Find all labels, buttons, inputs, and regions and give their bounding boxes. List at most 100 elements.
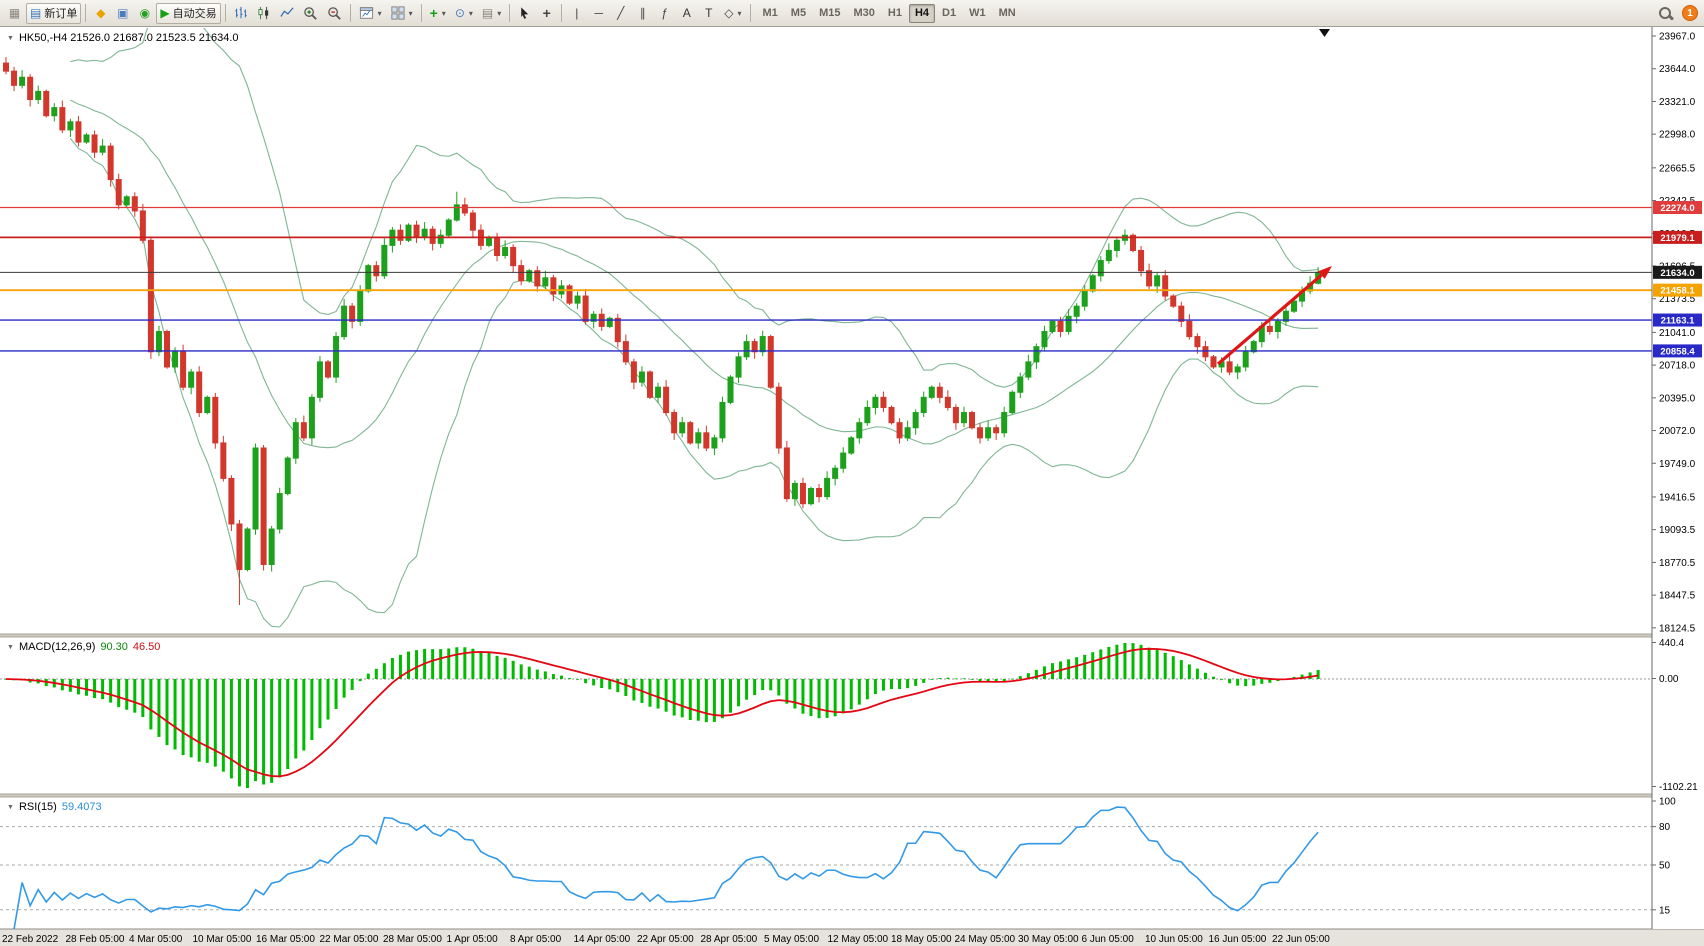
channel-button[interactable]: ∥ bbox=[632, 3, 653, 24]
price-badge bbox=[1653, 344, 1702, 358]
terminal-icon[interactable]: ▣ bbox=[112, 3, 133, 24]
timeframe-h4-button[interactable]: H4 bbox=[908, 3, 935, 23]
autotrading-button[interactable]: ▶ 自动交易 bbox=[156, 2, 221, 24]
mql-community-icon-icon: ◆ bbox=[96, 6, 106, 20]
macd-main-value: 90.30 bbox=[100, 641, 128, 653]
fibonacci-button[interactable]: ƒ bbox=[654, 3, 675, 24]
collapse-icon[interactable]: ▼ bbox=[7, 643, 14, 651]
notifications-badge[interactable]: 1 bbox=[1682, 5, 1698, 21]
time-axis-label: 10 Jun 05:00 bbox=[1145, 934, 1203, 945]
timeframe-m5-button[interactable]: M5 bbox=[790, 7, 807, 19]
timeframe-m1-button[interactable]: M1 bbox=[762, 7, 778, 19]
crosshair-icon: + bbox=[542, 5, 551, 21]
macd-signal-value: 46.50 bbox=[132, 641, 161, 653]
time-axis-label: 28 Feb 05:00 bbox=[66, 934, 125, 945]
search-icon[interactable] bbox=[1658, 6, 1673, 21]
trendline-button[interactable]: ╱ bbox=[610, 3, 631, 24]
svg-text:20072.0: 20072.0 bbox=[1659, 426, 1696, 437]
bollinger-upper bbox=[70, 28, 1319, 388]
new-chart-button[interactable]: ▾ bbox=[355, 3, 386, 24]
zoom-out-icon bbox=[327, 6, 342, 21]
svg-text:18124.5: 18124.5 bbox=[1659, 623, 1696, 634]
shapes-button[interactable]: ◇ ▾ bbox=[720, 3, 745, 24]
scripts-icon[interactable]: ◉ bbox=[134, 3, 155, 24]
svg-text:20718.0: 20718.0 bbox=[1659, 361, 1696, 372]
dropdown-arrow-icon: ▾ bbox=[737, 8, 742, 18]
line-chart-icon bbox=[279, 6, 294, 20]
timeframe-m30-button[interactable]: M30 bbox=[853, 7, 875, 19]
toolbar-separator bbox=[224, 4, 226, 22]
bar-chart-icon bbox=[234, 6, 248, 20]
collapse-icon[interactable]: ▼ bbox=[7, 803, 14, 811]
timeframe-d1-button[interactable]: D1 bbox=[942, 7, 957, 19]
label-button[interactable]: T bbox=[698, 3, 719, 24]
line-chart-button[interactable] bbox=[276, 3, 298, 24]
indicators-button[interactable]: + ▾ bbox=[426, 3, 450, 24]
autotrading-icon: ▶ bbox=[160, 6, 170, 20]
price-badge bbox=[1653, 283, 1702, 297]
candlestick-chart-button[interactable] bbox=[253, 3, 275, 24]
rsi-value: 59.4073 bbox=[61, 801, 102, 813]
zoom-in-button[interactable] bbox=[299, 3, 322, 24]
toolbar-button-group: ▦ ▤ 新订单 ◆ ▣ ◉ ▶ 自动交易 ▾ ▾ + ▾ ⊙ ▾ ▤ ▾ + | ─ ╱ ∥ ƒ A T ◇ ▾ bbox=[4, 2, 754, 24]
mql-community-icon[interactable]: ◆ bbox=[90, 3, 111, 24]
trend-arrow-object[interactable] bbox=[1216, 266, 1332, 366]
trendline-icon: ╱ bbox=[617, 6, 625, 20]
svg-text:21163.1: 21163.1 bbox=[1661, 316, 1696, 327]
horizontal-line-button[interactable]: ─ bbox=[588, 3, 609, 24]
chart-background bbox=[0, 27, 1704, 946]
time-axis-strip[interactable] bbox=[0, 929, 1704, 946]
collapse-icon[interactable]: ▼ bbox=[7, 34, 14, 42]
svg-text:20858.4: 20858.4 bbox=[1660, 346, 1695, 357]
text-icon: A bbox=[682, 6, 691, 20]
svg-text:21373.5: 21373.5 bbox=[1659, 294, 1696, 305]
new-order-button[interactable]: ▤ 新订单 bbox=[26, 2, 82, 24]
profiles-button[interactable]: ▾ bbox=[387, 3, 417, 24]
svg-text:80: 80 bbox=[1659, 822, 1671, 833]
time-axis-labels: 22 Feb 2022 28 Feb 05:00 4 Mar 05:00 10 Mar… bbox=[2, 934, 1330, 945]
new-order-button-label: 新订单 bbox=[44, 8, 78, 20]
crosshair-button[interactable]: + bbox=[536, 3, 557, 24]
timeframe-m15-button[interactable]: M15 bbox=[819, 7, 841, 19]
dropdown-arrow-icon: ▾ bbox=[408, 8, 413, 18]
cursor-button[interactable] bbox=[514, 3, 535, 24]
svg-text:0.00: 0.00 bbox=[1659, 674, 1679, 685]
price-axis-strip[interactable] bbox=[1652, 27, 1704, 929]
time-axis-label: 14 Apr 05:00 bbox=[574, 934, 631, 945]
periods-button[interactable]: ⊙ ▾ bbox=[451, 3, 477, 24]
timeframe-mn-button[interactable]: MN bbox=[998, 7, 1016, 19]
time-axis-label: 28 Apr 05:00 bbox=[701, 934, 758, 945]
horizontal-levels[interactable] bbox=[0, 206, 1652, 352]
time-axis-label: 4 Mar 05:00 bbox=[129, 934, 183, 945]
rsi-name: RSI(15) bbox=[18, 801, 57, 813]
chart-shift-marker[interactable] bbox=[1319, 29, 1330, 37]
panel-divider[interactable] bbox=[0, 634, 1704, 637]
dropdown-arrow-icon: ▾ bbox=[441, 8, 446, 18]
new-chart-icon bbox=[359, 6, 374, 20]
terminal-icon-icon: ▣ bbox=[117, 6, 129, 20]
dropdown-arrow-icon: ▾ bbox=[497, 8, 502, 18]
zoom-out-button[interactable] bbox=[323, 3, 346, 24]
rsi-label: ▼ RSI(15) 59.4073 bbox=[7, 801, 102, 813]
toolbar-separator bbox=[349, 4, 351, 22]
vertical-line-button[interactable]: | bbox=[566, 3, 587, 24]
autotrading-button-label: 自动交易 bbox=[172, 8, 217, 20]
macd-signal-line bbox=[5, 647, 1319, 778]
timeframe-h1-button[interactable]: H1 bbox=[887, 7, 902, 19]
app-chart-icon[interactable]: ▦ bbox=[4, 3, 25, 24]
timeframe-w1-button[interactable]: W1 bbox=[969, 7, 986, 19]
time-axis-label: 18 May 05:00 bbox=[891, 934, 952, 945]
text-button[interactable]: A bbox=[676, 3, 697, 24]
panel-divider[interactable] bbox=[0, 794, 1704, 797]
svg-text:50: 50 bbox=[1659, 861, 1671, 872]
time-axis-label: 30 May 05:00 bbox=[1018, 934, 1079, 945]
templates-button[interactable]: ▤ ▾ bbox=[478, 3, 505, 24]
bar-chart-button[interactable] bbox=[230, 3, 252, 24]
time-axis-label: 10 Mar 05:00 bbox=[193, 934, 252, 945]
svg-text:22274.0: 22274.0 bbox=[1660, 203, 1694, 214]
svg-text:18447.5: 18447.5 bbox=[1659, 591, 1696, 602]
toolbar-separator bbox=[420, 4, 422, 22]
svg-text:21979.1: 21979.1 bbox=[1660, 233, 1695, 244]
toolbar-separator bbox=[85, 4, 87, 22]
